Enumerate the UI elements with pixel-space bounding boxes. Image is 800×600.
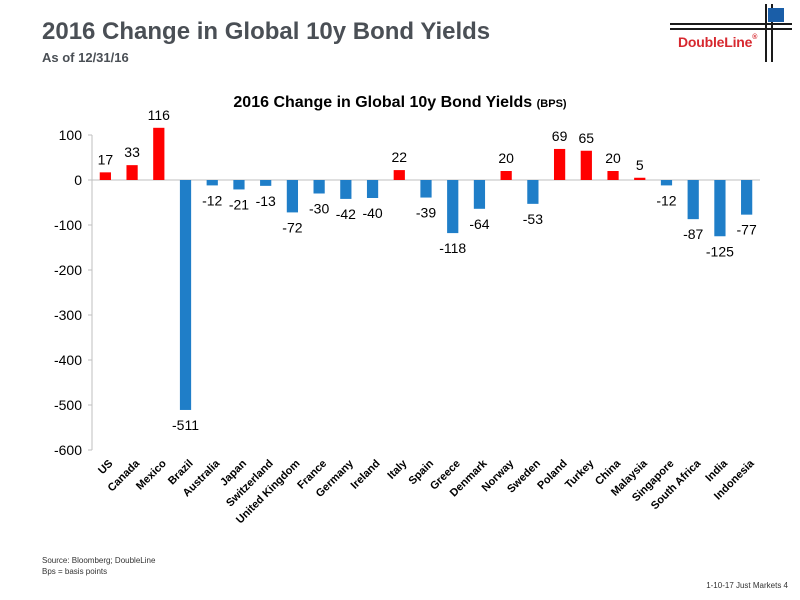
data-label: 116 (148, 107, 171, 123)
bar-spain (420, 180, 432, 198)
y-tick-label: 0 (74, 172, 82, 188)
bar-australia (206, 180, 218, 186)
y-tick-label: -100 (54, 217, 82, 233)
bar-china (607, 171, 619, 180)
data-label: -13 (256, 193, 276, 209)
y-tick-label: -400 (54, 352, 82, 368)
bps-note: Bps = basis points (42, 567, 108, 576)
data-label: -125 (706, 243, 734, 259)
data-label: 69 (552, 128, 568, 144)
bar-france (313, 180, 325, 194)
bar-poland (553, 148, 566, 180)
bar-ireland (366, 180, 379, 198)
x-tick-label: Poland (535, 458, 569, 492)
bar-turkey (580, 150, 592, 180)
data-label: -77 (737, 222, 757, 238)
bar-italy (393, 170, 405, 180)
y-tick-label: -500 (54, 397, 82, 413)
data-label: 5 (636, 157, 644, 173)
x-tick-label: Mexico (134, 457, 169, 492)
x-tick-label: US (96, 458, 115, 477)
data-label: -39 (416, 205, 436, 221)
data-label: -87 (683, 226, 703, 242)
slide-subtitle: As of 12/31/16 (42, 50, 129, 65)
bar-switzerland (260, 180, 272, 186)
bar-japan (233, 180, 245, 190)
logo-crosshair-icon (670, 4, 792, 62)
data-label: -30 (309, 201, 329, 217)
bar-canada (126, 165, 138, 180)
bar-indonesia (741, 180, 753, 215)
bar-malaysia (634, 177, 646, 180)
data-label: 20 (498, 150, 514, 166)
data-label: -53 (523, 211, 543, 227)
data-label: 20 (605, 150, 621, 166)
data-label: -42 (336, 206, 356, 222)
bar-us (99, 172, 111, 180)
data-label: -12 (656, 192, 676, 208)
data-label: 22 (391, 149, 407, 165)
data-label: -21 (229, 196, 249, 212)
y-tick-label: 100 (59, 127, 83, 143)
doubleline-logo: DoubleLine® (668, 4, 792, 62)
data-label: 33 (124, 144, 140, 160)
bar-germany (340, 180, 352, 199)
bar-greece (447, 180, 459, 234)
bar-sweden (527, 180, 539, 204)
bar-mexico (153, 127, 165, 180)
bar-india (714, 180, 726, 237)
y-tick-label: -300 (54, 307, 82, 323)
x-tick-label: Turkey (563, 457, 597, 491)
data-label: 65 (579, 130, 595, 146)
bar-united-kingdom (286, 180, 299, 213)
bar-brazil (179, 180, 192, 410)
data-label: -12 (202, 192, 222, 208)
data-label: 17 (98, 151, 114, 167)
bar-norway (500, 171, 512, 180)
bar-south-africa (687, 180, 699, 220)
data-label: -40 (362, 205, 382, 221)
data-label: -72 (282, 219, 302, 235)
data-label: -118 (439, 240, 466, 256)
data-label: -64 (469, 216, 489, 232)
chart-title: 2016 Change in Global 10y Bond Yields (B… (0, 94, 800, 112)
x-tick-label: Ireland (349, 458, 383, 492)
bar-denmark (473, 180, 486, 209)
y-tick-label: -600 (54, 442, 82, 458)
logo-text: DoubleLine® (678, 34, 758, 50)
bar-singapore (660, 180, 673, 186)
chart-title-unit: (BPS) (536, 98, 567, 110)
data-label: -511 (172, 417, 199, 433)
y-tick-label: -200 (54, 262, 82, 278)
chart-title-text: 2016 Change in Global 10y Bond Yields (233, 94, 533, 111)
page-footer: 1-10-17 Just Markets 4 (706, 581, 788, 590)
source-note: Source: Bloomberg; DoubleLine (42, 556, 156, 565)
slide-title: 2016 Change in Global 10y Bond Yields (42, 18, 491, 45)
